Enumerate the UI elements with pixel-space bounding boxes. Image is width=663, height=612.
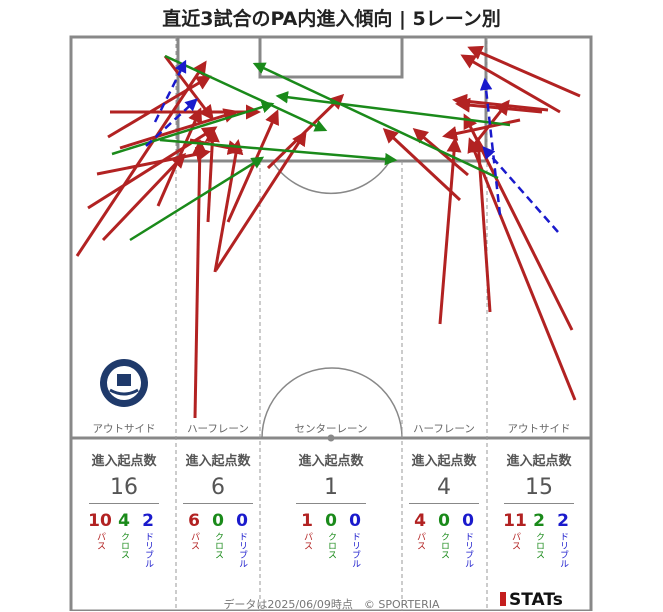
pass-arrow [467, 45, 581, 98]
brand-mark-icon [500, 592, 506, 606]
pass-arrow [156, 107, 203, 207]
pass-arrow [460, 54, 561, 114]
pass-arrow [471, 137, 492, 313]
brand-text: STATs [509, 590, 563, 610]
pass-arrow [266, 93, 345, 170]
pass-arrows [75, 45, 581, 419]
stat-heading: 進入起点数 [298, 454, 364, 469]
club-logo [100, 359, 148, 407]
cross-arrow [164, 54, 328, 132]
cross-label: クロス [119, 532, 129, 559]
cross-label: クロス [326, 532, 336, 559]
dribble-count: 0 [236, 511, 248, 531]
pass-arrow [75, 60, 207, 257]
lane-stats: 進入起点数 6 6 パス 0 クロス 0 ドリブル [174, 450, 262, 568]
dribble-arrows [145, 59, 559, 233]
dribble-arrow [482, 146, 559, 233]
lane-label: アウトサイド [93, 423, 156, 435]
cross-label: クロス [213, 532, 223, 559]
cross-arrow [252, 62, 499, 180]
dribble-count: 0 [349, 511, 361, 531]
cross-count: 4 [118, 511, 130, 531]
cross-count: 0 [325, 511, 337, 531]
stat-heading: 進入起点数 [411, 454, 477, 469]
dribble-label: ドリブル [463, 532, 473, 568]
cross-arrow [275, 91, 511, 127]
lane-stats: 進入起点数 1 1 パス 0 クロス 0 ドリブル [287, 450, 375, 568]
stat-total: 1 [324, 475, 338, 500]
stat-heading: 進入起点数 [506, 454, 572, 469]
center-spot [327, 434, 335, 442]
stat-total: 6 [211, 475, 225, 500]
cross-arrow [111, 101, 275, 156]
dribble-count: 2 [557, 511, 569, 531]
pass-label: パス [189, 532, 199, 550]
cross-count: 0 [438, 511, 450, 531]
cross-arrows [111, 54, 511, 242]
footer-note: データは2025/06/09時点 © SPORTERIA [223, 598, 440, 611]
lane-label: アウトサイド [508, 423, 571, 435]
pass-arrow [96, 146, 211, 176]
pass-count: 4 [414, 511, 426, 531]
pass-count: 1 [301, 511, 313, 531]
pass-label: パス [95, 532, 105, 550]
pass-arrow [163, 55, 214, 121]
cross-label: クロス [439, 532, 449, 559]
lane-stats: 進入起点数 4 4 パス 0 クロス 0 ドリブル [400, 450, 488, 568]
pass-count: 6 [188, 511, 200, 531]
pass-label: パス [415, 532, 425, 550]
dribble-label: ドリブル [143, 532, 153, 568]
pass-arrow [382, 127, 462, 202]
pass-label: パス [510, 532, 520, 550]
chart-title: 直近3試合のPA内進入傾向 | 5レーン別 [162, 8, 501, 30]
stat-heading: 進入起点数 [185, 454, 251, 469]
pass-arrow [192, 139, 208, 419]
lane-label: ハーフレーン [187, 423, 249, 435]
pass-arrow [214, 130, 307, 271]
lane-stats: 進入起点数 15 11 パス 2 クロス 2 ドリブル [495, 450, 583, 568]
cross-count: 0 [212, 511, 224, 531]
goal-area [258, 35, 404, 79]
cross-label: クロス [534, 532, 544, 559]
cross-arrow [159, 138, 398, 166]
dribble-count: 2 [142, 511, 154, 531]
stat-total: 4 [437, 475, 451, 500]
penalty-arc [271, 160, 391, 195]
dribble-label: ドリブル [350, 532, 360, 568]
lane-label: ハーフレーン [413, 423, 475, 435]
pass-count: 11 [503, 511, 527, 531]
pass-arrow [467, 137, 577, 401]
cross-arrow [129, 156, 265, 242]
pass-arrow [101, 152, 187, 242]
dribble-arrow [145, 98, 198, 147]
pass-arrow [107, 75, 212, 139]
lane-stats: 進入起点数 16 10 パス 4 クロス 2 ドリブル [80, 450, 168, 568]
pass-arrow [463, 113, 574, 331]
stat-total: 16 [110, 475, 138, 500]
center-circle [261, 367, 403, 439]
pass-arrow [119, 108, 239, 150]
pass-label: パス [302, 532, 312, 550]
brand-logo: STATs [500, 590, 563, 610]
dribble-label: ドリブル [558, 532, 568, 568]
dribble-count: 0 [462, 511, 474, 531]
pass-count: 10 [88, 511, 112, 531]
lane-label: センターレーン [295, 423, 368, 435]
pass-arrow [213, 139, 244, 273]
pass-arrow [442, 118, 521, 141]
dribble-arrow [153, 59, 187, 123]
cross-count: 2 [533, 511, 545, 531]
pass-arrow [468, 99, 510, 151]
stat-heading: 進入起点数 [91, 454, 157, 469]
pass-arrow [438, 137, 462, 325]
stat-total: 15 [525, 475, 553, 500]
dribble-label: ドリブル [237, 532, 247, 568]
